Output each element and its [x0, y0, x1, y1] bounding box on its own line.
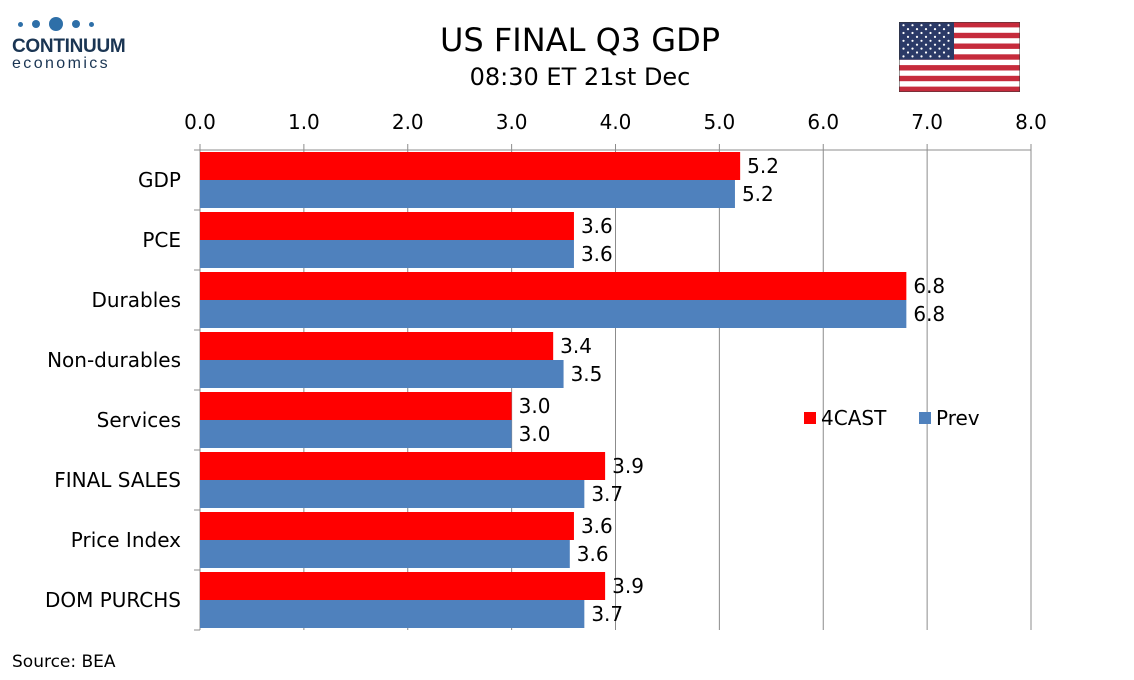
- x-tick-label: 1.0: [288, 110, 320, 134]
- data-label: 6.8: [913, 274, 945, 298]
- bar-prev: [200, 360, 564, 388]
- logo-dots-icon: [18, 14, 142, 34]
- legend-label: 4CAST: [821, 406, 887, 430]
- bar-prev: [200, 420, 512, 448]
- x-tick-label: 6.0: [807, 110, 839, 134]
- us-flag-icon: [899, 22, 1020, 92]
- category-label: Services: [97, 408, 181, 432]
- x-tick-label: 8.0: [1015, 110, 1047, 134]
- category-label: Price Index: [71, 528, 181, 552]
- data-label: 5.2: [742, 182, 774, 206]
- category-label: DOM PURCHS: [45, 588, 181, 612]
- data-label: 3.6: [577, 542, 609, 566]
- bar-prev: [200, 480, 585, 508]
- legend-label: Prev: [936, 406, 980, 430]
- data-label: 3.4: [560, 334, 592, 358]
- bar-prev: [200, 180, 735, 208]
- bar-forecast: [200, 332, 554, 360]
- bar-prev: [200, 300, 907, 328]
- x-tick-label: 3.0: [496, 110, 528, 134]
- category-label: Durables: [91, 288, 181, 312]
- source-note: Source: BEA: [12, 652, 116, 672]
- x-tick-label: 7.0: [911, 110, 943, 134]
- bar-forecast: [200, 392, 512, 420]
- bar-forecast: [200, 452, 606, 480]
- data-label: 3.0: [519, 422, 551, 446]
- chart-title: US FINAL Q3 GDP: [439, 21, 721, 59]
- data-label: 3.6: [581, 514, 613, 538]
- x-tick-label: 2.0: [392, 110, 424, 134]
- category-label: GDP: [138, 168, 181, 192]
- logo-tagline: economics: [12, 55, 111, 72]
- category-label: Non-durables: [47, 348, 181, 372]
- data-label: 5.2: [747, 154, 779, 178]
- logo-name: CONTINUUM: [12, 36, 126, 57]
- x-tick-label: 4.0: [600, 110, 632, 134]
- bar-prev: [200, 240, 574, 268]
- x-tick-label: 0.0: [184, 110, 216, 134]
- data-label: 3.9: [612, 454, 644, 478]
- data-label: 3.0: [519, 394, 551, 418]
- category-label: PCE: [142, 228, 181, 252]
- data-label: 3.7: [591, 482, 623, 506]
- logo: CONTINUUM economics: [12, 14, 142, 73]
- bar-prev: [200, 540, 570, 568]
- bar-forecast: [200, 572, 606, 600]
- legend-swatch: [919, 412, 931, 424]
- x-tick-label: 5.0: [703, 110, 735, 134]
- chart-subtitle: 08:30 ET 21st Dec: [469, 63, 691, 91]
- data-label: 3.5: [571, 362, 603, 386]
- bar-forecast: [200, 212, 574, 240]
- category-label: FINAL SALES: [54, 468, 181, 492]
- data-label: 6.8: [913, 302, 945, 326]
- legend-swatch: [804, 412, 816, 424]
- bar-forecast: [200, 272, 907, 300]
- bar-forecast: [200, 512, 574, 540]
- data-label: 3.6: [581, 214, 613, 238]
- bar-forecast: [200, 152, 741, 180]
- data-label: 3.9: [612, 574, 644, 598]
- bar-prev: [200, 600, 585, 628]
- data-label: 3.6: [581, 242, 613, 266]
- data-label: 3.7: [591, 602, 623, 626]
